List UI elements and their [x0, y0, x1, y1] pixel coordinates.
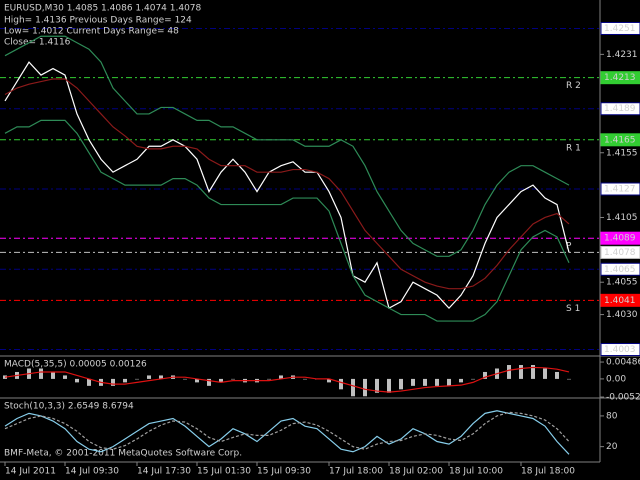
level-box [600, 133, 640, 147]
pane-title: Stoch(10,3,3) 2.6549 8.6794 [4, 402, 134, 412]
annotation: High= 1.4136 Previous Days Range= 124 [4, 16, 192, 26]
histogram-bar [123, 378, 127, 383]
level-box [600, 71, 640, 85]
level-label: 1.4089 [604, 234, 636, 244]
histogram-bar [327, 378, 331, 383]
histogram-bar [531, 365, 535, 379]
histogram-bar [183, 378, 187, 380]
series-line [4, 119, 570, 322]
histogram-bar [219, 378, 223, 383]
x-tick-label: 18 Jul 18:00 [521, 467, 575, 477]
y-tick-label: 1.4030 [606, 310, 638, 320]
histogram-bar [87, 378, 91, 386]
level-tag: S 1 [566, 304, 580, 314]
histogram-bar [63, 375, 67, 379]
histogram-bar [267, 378, 271, 380]
histogram-bar [483, 371, 487, 379]
histogram-bar [447, 378, 451, 386]
histogram-bar [135, 378, 139, 380]
x-tick-label: 14 Jul 09:30 [65, 467, 119, 477]
histogram-bar [567, 378, 571, 380]
level-box [600, 343, 640, 357]
histogram-bar [519, 365, 523, 379]
x-tick-label: 15 Jul 09:30 [257, 467, 311, 477]
histogram-bar [459, 378, 463, 383]
level-tag: R 2 [566, 81, 581, 91]
level-label: 1.4041 [604, 296, 636, 306]
series-line [4, 61, 570, 309]
level-box [600, 21, 640, 35]
level-label: 1.4213 [604, 73, 636, 83]
annotation: Low= 1.4012 Current Days Range= 48 [4, 27, 179, 37]
pane-title: MACD(5,35,5) 0.00005 0.00126 [4, 360, 147, 370]
histogram-bar [543, 368, 547, 379]
y-tick-label: 1.4105 [606, 213, 638, 223]
x-tick-label: 14 Jul 2011 [5, 467, 56, 477]
histogram-bar [279, 375, 283, 379]
level-tag: P [566, 242, 572, 252]
level-label: 1.4065 [604, 265, 636, 275]
level-label: 1.4251 [604, 24, 636, 34]
histogram-bar [159, 375, 163, 379]
y-tick-label: 1.4055 [606, 278, 638, 288]
y-tick-label: 1.4231 [606, 50, 638, 60]
series-line [4, 35, 570, 257]
histogram-bar [387, 378, 391, 393]
histogram-bar [555, 371, 559, 379]
histogram-bar [435, 378, 439, 386]
histogram-bar [147, 375, 151, 379]
series-line [4, 78, 570, 290]
level-box [600, 293, 640, 307]
histogram-bar [195, 378, 199, 383]
level-label: 1.4189 [604, 104, 636, 114]
histogram-bar [363, 378, 367, 397]
x-tick-label: 18 Jul 02:00 [389, 467, 443, 477]
histogram-bar [339, 378, 343, 390]
series-line [4, 366, 570, 393]
histogram-bar [111, 378, 115, 386]
histogram-bar [75, 378, 79, 383]
histogram-bar [351, 378, 355, 397]
y-tick-label: 0.00 [606, 374, 626, 384]
y-tick-label: 1.4155 [606, 148, 638, 158]
x-tick-label: 15 Jul 01:30 [197, 467, 251, 477]
histogram-bar [411, 378, 415, 386]
y-tick-label: 0.00486 [606, 358, 640, 368]
level-box [600, 245, 640, 259]
level-box [600, 262, 640, 276]
watermark: BMF-Meta, © 2001-2011 MetaQuotes Softwar… [4, 449, 242, 459]
histogram-bar [39, 368, 43, 379]
level-label: 1.4165 [604, 135, 636, 145]
histogram-bar [207, 378, 211, 386]
histogram-bar [399, 378, 403, 390]
level-box [600, 102, 640, 116]
level-box [600, 182, 640, 196]
x-tick-label: 14 Jul 17:30 [137, 467, 191, 477]
histogram-bar [303, 378, 307, 380]
x-tick-label: 17 Jul 18:00 [329, 467, 383, 477]
y-tick-label: -0.00522 [606, 393, 640, 403]
histogram-bar [231, 378, 235, 380]
histogram-bar [375, 378, 379, 393]
annotation: Close= 1.4116 [4, 38, 71, 48]
pane-title: EURUSD,M30 1.4085 1.4086 1.4074 1.4078 [4, 4, 202, 14]
level-label: 1.4127 [604, 185, 636, 195]
level-label: 1.4078 [604, 248, 636, 258]
histogram-bar [423, 378, 427, 386]
level-tag: R 1 [566, 143, 581, 153]
series-line [4, 410, 570, 455]
y-tick-label: 80 [606, 411, 618, 421]
histogram-bar [471, 378, 475, 380]
histogram-bar [507, 365, 511, 379]
x-tick-label: 18 Jul 10:00 [449, 467, 503, 477]
y-tick-label: 20 [606, 442, 618, 452]
level-label: 1.4003 [604, 345, 636, 355]
level-box [600, 231, 640, 245]
histogram-bar [51, 371, 55, 379]
